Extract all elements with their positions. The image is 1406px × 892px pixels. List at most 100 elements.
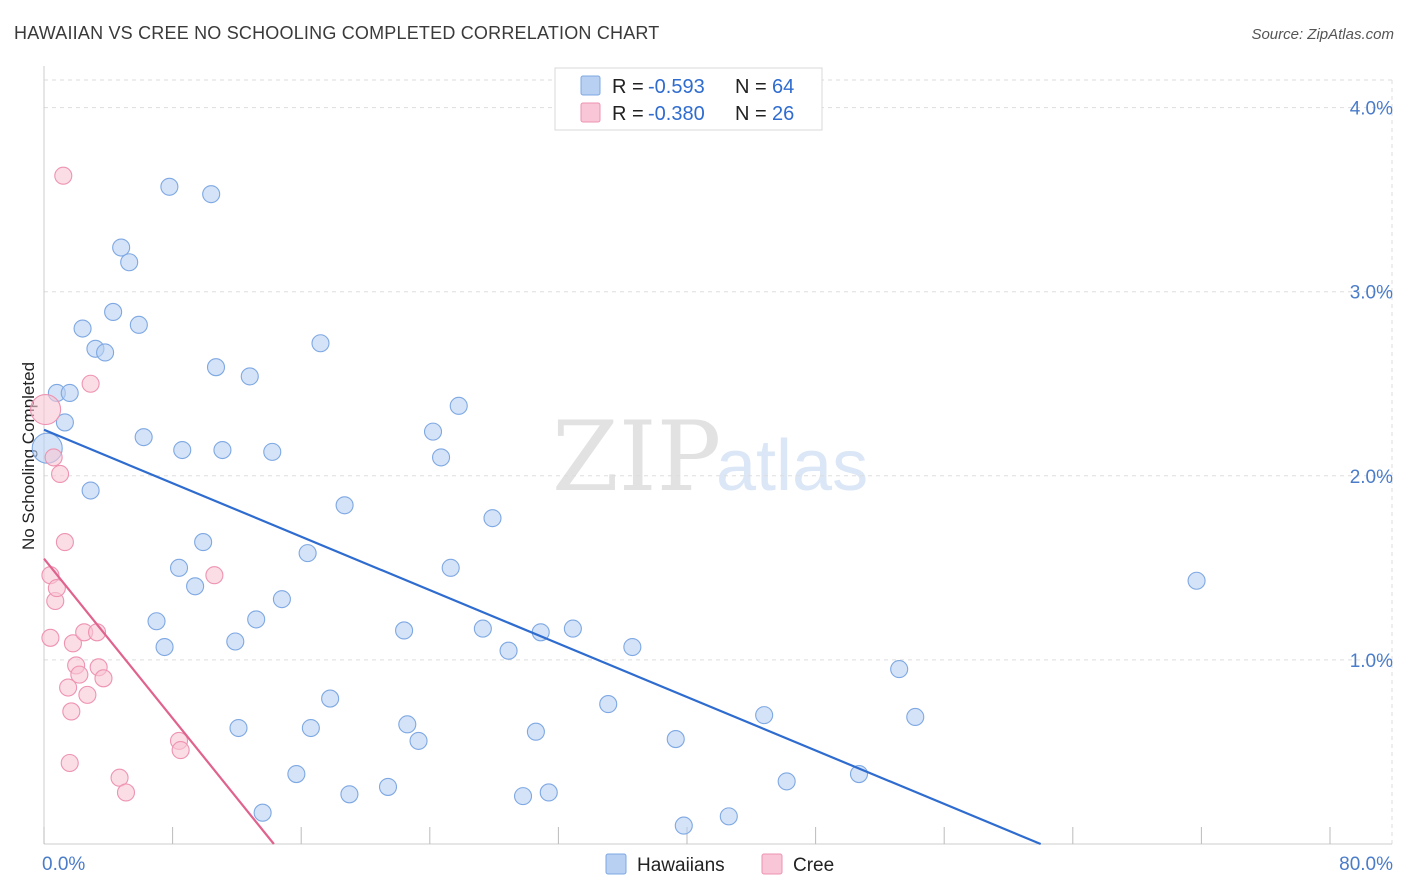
- legend-swatch-cree: [580, 102, 601, 123]
- y-tick-labels: 1.0% 2.0% 3.0% 4.0%: [1350, 99, 1393, 672]
- watermark-atlas: atlas: [716, 426, 868, 506]
- y-tick-label: 4.0%: [1350, 99, 1393, 120]
- scatter-point: [623, 637, 642, 657]
- legend-r-value-cree: -0.380: [648, 103, 705, 125]
- scatter-point: [202, 185, 221, 204]
- scatter-point: [47, 579, 66, 598]
- scatter-point: [112, 238, 131, 257]
- scatter-point: [186, 577, 205, 596]
- scatter-point: [226, 632, 245, 651]
- legend-r-label-hawaiians: R =: [612, 76, 644, 98]
- scatter-point: [173, 440, 192, 460]
- scatter-point: [70, 665, 89, 684]
- scatter-point: [81, 374, 100, 393]
- scatter-point: [890, 660, 909, 679]
- scatter-point: [311, 334, 330, 353]
- scatter-point: [78, 685, 97, 704]
- scatter-point: [526, 722, 545, 741]
- scatter-point: [335, 496, 354, 515]
- scatter-point: [906, 707, 925, 727]
- scatter-point: [55, 533, 74, 552]
- legend-r-label-cree: R =: [612, 103, 644, 125]
- scatter-point: [777, 772, 796, 791]
- scatter-point: [160, 177, 179, 196]
- scatter-point: [563, 619, 582, 638]
- scatter-point: [755, 706, 774, 725]
- scatter-point: [213, 440, 232, 460]
- x-tick-label: 0.0%: [42, 854, 85, 875]
- scatter-point: [96, 343, 115, 362]
- bottom-legend: Hawaiians Cree: [605, 853, 834, 876]
- scatter-point: [134, 428, 153, 447]
- scatter-point: [41, 628, 60, 647]
- scatter-point: [272, 590, 291, 609]
- scatter-point: [62, 702, 81, 721]
- scatter-point: [423, 422, 443, 441]
- scatter-point: [129, 315, 148, 334]
- scatter-point: [73, 319, 92, 338]
- scatter-point: [674, 816, 693, 835]
- scatter-point: [155, 637, 174, 657]
- scatter-point: [1187, 571, 1206, 590]
- y-tick-label: 3.0%: [1350, 283, 1393, 304]
- bottom-legend-label-hawaiians: Hawaiians: [637, 855, 725, 876]
- scatter-point: [63, 634, 82, 653]
- scatter-point: [378, 777, 398, 796]
- scatter-point: [60, 753, 79, 773]
- scatter-point: [120, 253, 139, 272]
- scatter-point: [263, 442, 282, 461]
- scatter-point: [513, 787, 533, 806]
- chart-source: Source: ZipAtlas.com: [1251, 26, 1394, 43]
- bottom-legend-swatch-hawaiians: [605, 853, 627, 875]
- scatter-point: [287, 764, 306, 784]
- scatter-point: [60, 383, 79, 403]
- bottom-legend-swatch-cree: [761, 853, 783, 875]
- y-tick-label: 2.0%: [1350, 467, 1393, 488]
- scatter-point: [94, 669, 113, 688]
- x-tick-label: 80.0%: [1339, 854, 1393, 875]
- bottom-legend-label-cree: Cree: [793, 855, 834, 876]
- scatter-point: [247, 610, 266, 629]
- legend-r-value-hawaiians: -0.593: [648, 76, 705, 98]
- scatter-point: [395, 621, 414, 640]
- scatter-point: [340, 785, 359, 804]
- chart-title: HAWAIIAN VS CREE NO SCHOOLING COMPLETED …: [14, 23, 660, 43]
- scatter-point: [229, 718, 248, 738]
- scatter-point: [253, 803, 272, 822]
- scatter-point: [44, 448, 63, 467]
- scatter-point: [432, 448, 451, 467]
- scatter-point: [499, 641, 518, 660]
- scatter-point: [116, 783, 136, 802]
- scatter-point: [398, 715, 417, 734]
- scatter-point: [666, 730, 685, 749]
- scatter-point: [298, 544, 317, 563]
- top-legend: R = -0.593 N = 64 R = -0.380 N = 26: [554, 67, 823, 131]
- legend-swatch-hawaiians: [580, 75, 601, 96]
- trend-line-cree: [43, 557, 275, 845]
- scatter-point: [169, 558, 189, 577]
- watermark: ZIP atlas: [552, 401, 868, 513]
- scatter-point: [539, 783, 558, 802]
- scatter-point: [719, 807, 738, 826]
- x-tick-labels: 0.0% 80.0%: [42, 854, 1393, 875]
- scatter-point: [240, 367, 259, 386]
- scatter-point: [483, 509, 502, 528]
- trend-line-hawaiians: [43, 428, 1042, 846]
- legend-n-value-cree: 26: [772, 103, 794, 125]
- scatter-point: [441, 558, 460, 577]
- scatter-point: [194, 533, 213, 552]
- scatter-point: [54, 166, 73, 185]
- scatter-point: [81, 481, 100, 500]
- scatter-point: [51, 464, 70, 484]
- scatter-point: [30, 393, 62, 426]
- scatter-point: [409, 731, 428, 750]
- scatter-point: [321, 689, 340, 708]
- scatter-point: [171, 741, 190, 760]
- y-tick-label: 1.0%: [1350, 651, 1393, 672]
- scatter-point: [449, 396, 468, 415]
- scatter-point: [206, 358, 226, 377]
- scatter-point: [599, 695, 618, 714]
- scatter-point: [473, 619, 492, 638]
- legend-n-value-hawaiians: 64: [772, 76, 794, 98]
